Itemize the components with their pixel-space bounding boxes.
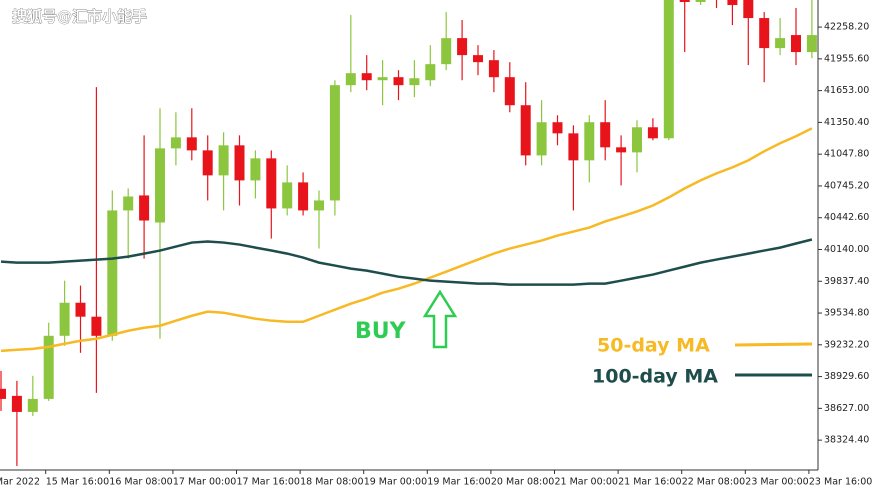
- y-tick-label: 41653.00: [824, 85, 869, 96]
- y-tick-label: 40442.60: [824, 212, 869, 223]
- candle-body: [266, 158, 277, 209]
- candle-body: [218, 145, 229, 176]
- candle-body: [298, 182, 309, 211]
- y-tick-label: 41955.60: [824, 53, 869, 64]
- candle-body: [775, 38, 786, 49]
- y-tick-label: 39232.20: [824, 339, 869, 350]
- y-tick-label: 38627.00: [824, 403, 869, 414]
- legend-label: 100-day MA: [592, 366, 718, 388]
- candle-body: [552, 122, 563, 134]
- candle-body: [107, 210, 118, 336]
- candle-body: [568, 133, 579, 161]
- candle-body: [473, 55, 483, 63]
- candle-body: [0, 388, 6, 399]
- candle-body: [806, 35, 817, 53]
- candle-body: [186, 137, 197, 151]
- x-tick-label: 17 Mar 16:00: [237, 477, 300, 488]
- x-tick-label: 17 Mar 00:00: [173, 477, 236, 488]
- x-tick-label: 16 Mar 08:00: [109, 477, 172, 488]
- candle-body: [457, 38, 468, 56]
- candle-body: [520, 105, 531, 156]
- candle-body: [409, 78, 420, 86]
- y-tick-label: 39534.80: [824, 308, 869, 319]
- candle-body: [791, 35, 801, 53]
- candle-body: [345, 73, 356, 86]
- candle-body: [536, 122, 547, 156]
- legend-swatch: [734, 342, 813, 347]
- candle-body: [441, 38, 452, 65]
- plot-area: [0, 0, 817, 467]
- candle-body: [91, 316, 102, 336]
- y-tick-label: 41350.40: [824, 117, 869, 128]
- x-tick-label: 19 Mar 00:00: [364, 477, 427, 488]
- candle-body: [679, 0, 690, 2]
- candle-body: [59, 302, 70, 336]
- candle-body: [377, 77, 388, 81]
- candle-body: [663, 0, 674, 139]
- candle-body: [695, 0, 706, 2]
- x-tick-label: 18 Mar 08:00: [300, 477, 363, 488]
- candle-body: [425, 64, 436, 81]
- candle-body: [282, 182, 293, 209]
- x-tick-label: 20 Mar 08:00: [491, 477, 554, 488]
- x-tick-label: 14 Mar 2022: [0, 477, 40, 488]
- moving-average-line: [0, 127, 813, 353]
- candle-body: [584, 122, 595, 161]
- x-tick-label: 21 Mar 16:00: [618, 477, 681, 488]
- candle-body: [727, 0, 738, 6]
- candle-body: [43, 335, 54, 399]
- candle-body: [647, 127, 658, 139]
- candle-body: [250, 158, 261, 181]
- candle-body: [759, 18, 770, 49]
- y-tick-label: 40745.20: [824, 180, 869, 191]
- candle-body: [504, 77, 515, 106]
- candle-body: [27, 398, 38, 412]
- candle-body: [155, 148, 165, 223]
- x-tick-label: 23 Mar 16:00: [809, 477, 872, 488]
- candle-body: [616, 147, 627, 153]
- candle-body: [488, 60, 499, 78]
- y-tick-label: 40140.00: [824, 244, 869, 255]
- buy-arrow: [422, 289, 458, 349]
- legend-label: 50-day MA: [597, 335, 710, 357]
- x-tick-label: 19 Mar 16:00: [427, 477, 490, 488]
- moving-average-line: [0, 238, 813, 286]
- watermark: 搜狐号@汇市小能手: [12, 8, 147, 26]
- candle-body: [632, 127, 642, 153]
- candle-body: [11, 395, 22, 412]
- candle-body: [393, 77, 404, 86]
- annotation: BUY: [355, 319, 407, 344]
- x-tick-label: 22 Mar 08:00: [682, 477, 745, 488]
- candle-body: [123, 196, 134, 211]
- x-tick-label: 21 Mar 00:00: [555, 477, 618, 488]
- y-tick-label: 38929.60: [824, 371, 869, 382]
- candle-body: [743, 0, 754, 19]
- candle-body: [314, 200, 324, 211]
- y-tick-label: 38324.40: [824, 435, 869, 446]
- x-tick-label: 15 Mar 16:00: [46, 477, 109, 488]
- candle-body: [329, 85, 340, 201]
- candle-body: [202, 150, 213, 176]
- y-tick-label: 41047.80: [824, 149, 869, 160]
- y-tick-label: 39837.40: [824, 276, 869, 287]
- candle-body: [361, 73, 372, 81]
- candle-body: [139, 195, 150, 221]
- candle-body: [600, 122, 611, 148]
- candle-body: [75, 302, 86, 317]
- candle-body: [170, 137, 181, 149]
- y-tick-label: 42258.20: [824, 22, 869, 33]
- x-tick-label: 23 Mar 00:00: [745, 477, 808, 488]
- candle-body: [234, 145, 245, 181]
